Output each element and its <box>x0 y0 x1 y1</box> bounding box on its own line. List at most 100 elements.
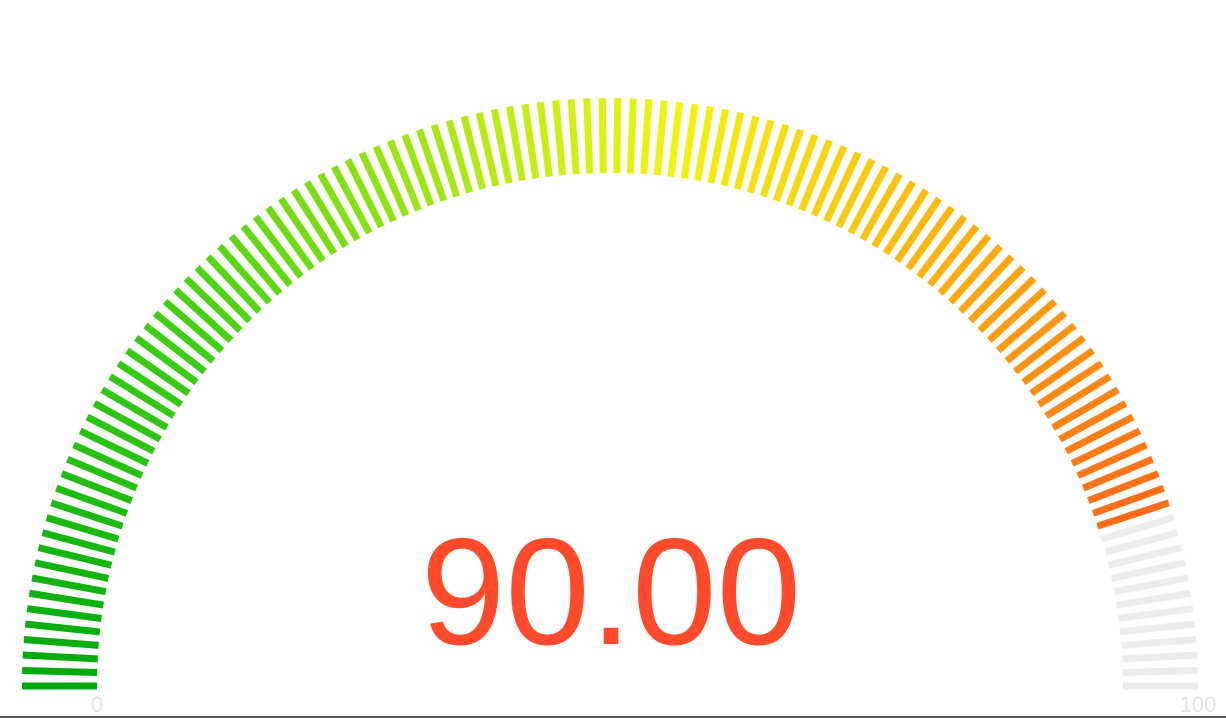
gauge-segment-filled <box>680 103 699 179</box>
gauge-segment-filled <box>1081 455 1154 492</box>
gauge-segment-filled <box>1036 360 1104 408</box>
gauge-segment-filled <box>401 133 435 207</box>
gauge-segment-filled <box>986 287 1047 343</box>
gauge-segment-empty <box>1118 605 1194 622</box>
gauge-segment-filled <box>823 151 862 223</box>
gauge-segment-filled <box>173 287 234 343</box>
gauge-segment-filled <box>583 98 594 174</box>
gauge-segment-filled <box>24 620 101 636</box>
gauge-segment-filled <box>344 158 385 229</box>
gauge-segment-filled <box>707 108 730 184</box>
gauge-segment-filled <box>882 188 930 256</box>
gauge-segment-filled <box>785 133 819 207</box>
gauge-segment-filled <box>72 441 144 479</box>
gauge-segment-filled <box>278 196 326 263</box>
gauge-segment-filled <box>143 322 207 375</box>
gauge-segment-filled <box>894 196 942 263</box>
gauge-segment-filled <box>162 298 225 354</box>
gauge-segment-filled <box>45 514 120 543</box>
gauge-segment-filled <box>460 115 487 190</box>
gauge-segment-filled <box>290 188 338 256</box>
gauge-segment-filled <box>387 139 422 212</box>
gauge-segment-filled <box>152 310 216 364</box>
gauge-segment-filled <box>66 455 139 492</box>
gauge-segment-filled <box>552 100 567 176</box>
gauge-segment-filled <box>598 98 607 174</box>
gauge-segment-filled <box>667 101 684 178</box>
gauge-segment-empty <box>1119 620 1196 636</box>
gauge-segment-filled <box>372 145 410 217</box>
gauge-segment-filled <box>640 99 653 175</box>
gauge-segment-filled <box>304 180 349 249</box>
gauge-segment-filled <box>1076 441 1148 479</box>
gauge-segment-filled <box>430 123 460 198</box>
gauge-segment-filled <box>1064 413 1135 455</box>
gauge-segment-filled <box>475 111 500 187</box>
gauge-segment-filled <box>31 574 107 596</box>
gauge-segment-filled <box>228 233 283 296</box>
gauge-segment-filled <box>92 400 162 443</box>
gauge-segment-filled <box>78 427 150 467</box>
gauge-segment-filled <box>28 589 104 609</box>
gauge-segment-filled <box>217 243 273 305</box>
gauge-segment-filled <box>23 635 99 649</box>
gauge-segment-filled <box>1096 499 1170 530</box>
gauge-segment-filled <box>134 335 199 386</box>
gauge-segment-filled <box>34 559 110 582</box>
gauge-value-label: 90.00 <box>421 507 801 677</box>
gauge-segment-filled <box>937 233 992 296</box>
gauge-segment-filled <box>798 139 833 212</box>
gauge-segment-filled <box>521 103 540 179</box>
gauge-segment-filled <box>613 98 622 174</box>
gauge-max-label: 100 <box>1180 692 1217 717</box>
gauge-segment-filled <box>847 165 889 235</box>
gauge-segment-filled <box>22 666 98 676</box>
gauge-segment-filled <box>1013 322 1077 375</box>
gauge-segment-filled <box>331 165 373 235</box>
gauge-segment-filled <box>1058 400 1128 443</box>
gauge-segment-empty <box>1116 589 1192 609</box>
gauge-segment-filled <box>317 172 361 242</box>
gauge-segment-filled <box>772 128 804 202</box>
gauge-segment-filled <box>490 108 513 184</box>
gauge-segment-filled <box>995 298 1058 354</box>
gauge-segment-empty <box>1107 544 1183 569</box>
gauge-segment-filled <box>416 128 448 202</box>
gauge-segment-filled <box>1044 373 1112 419</box>
gauge-segment-filled <box>445 119 473 194</box>
bottom-border <box>0 716 1226 718</box>
gauge-segment-filled <box>835 158 876 229</box>
gauge-segment-filled <box>108 373 176 419</box>
gauge-segment-filled <box>626 98 637 174</box>
gauge-segment-empty <box>1110 559 1186 582</box>
gauge-segment-filled <box>1004 310 1068 364</box>
gauge-segment-filled <box>506 106 526 182</box>
gauge-segment-filled <box>100 386 169 431</box>
gauge-segment-filled <box>85 413 156 455</box>
gauge-segment-filled <box>252 214 304 279</box>
gauge-segments <box>22 98 1198 690</box>
gauge-segment-filled <box>22 651 98 663</box>
gauge-segment-filled <box>1070 427 1142 467</box>
gauge-segment-filled <box>977 276 1037 334</box>
gauge-segment-filled <box>871 180 916 249</box>
gauge-segment-filled <box>1051 386 1120 431</box>
gauge-segment-filled <box>116 360 184 408</box>
gauge-segment-filled <box>26 605 102 622</box>
gauge-segment-filled <box>958 254 1015 314</box>
gauge-min-label: 0 <box>91 692 103 717</box>
gauge-segment-filled <box>694 106 714 182</box>
gauge-segment-filled <box>859 172 903 242</box>
gauge-segment-filled <box>358 151 397 223</box>
gauge-segment-empty <box>1100 514 1175 543</box>
gauge-segment-filled <box>810 145 848 217</box>
gauge-segment-empty <box>1122 666 1198 676</box>
gauge-segment-filled <box>927 224 980 288</box>
gauge-segment-filled <box>60 470 133 504</box>
gauge-segment-filled <box>760 123 790 198</box>
gauge-segment-filled <box>967 265 1026 324</box>
gauge-segment-filled <box>240 224 293 288</box>
gauge-segment-filled <box>567 99 580 175</box>
gauge-segment-filled <box>205 254 262 314</box>
